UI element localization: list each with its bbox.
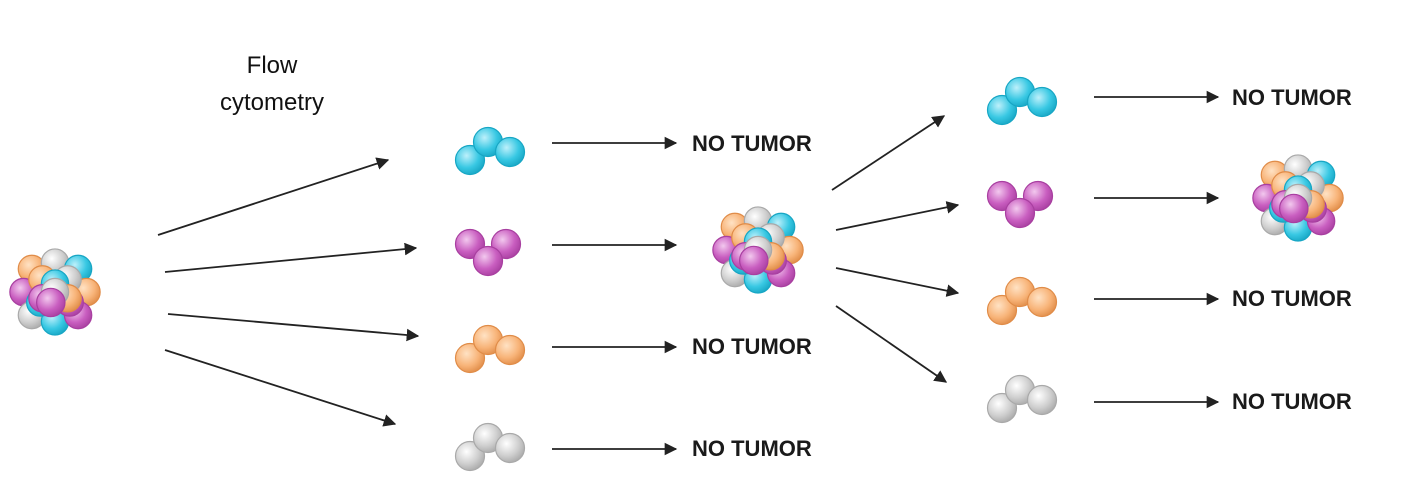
orange-cell-group-2 bbox=[1026, 286, 1058, 318]
cell-layer bbox=[9, 76, 1344, 472]
arrow-to-orange bbox=[167, 313, 420, 342]
cyan-cell-group bbox=[494, 136, 526, 168]
arrow-to-cyan bbox=[157, 157, 390, 236]
no-tumor-label-gray-2: NO TUMOR bbox=[1232, 389, 1352, 414]
outcome-arrows-round2 bbox=[1094, 90, 1220, 409]
arrow2-to-orange bbox=[835, 267, 960, 297]
gray-cell-group-2 bbox=[1026, 384, 1058, 416]
method-label-line2: cytometry bbox=[220, 89, 324, 116]
tertiary-tumor bbox=[1279, 193, 1309, 224]
arrow2-to-purple bbox=[835, 201, 960, 231]
sorting-arrows-round2 bbox=[831, 115, 960, 383]
no-tumor-label-cyan-1: NO TUMOR bbox=[692, 131, 812, 156]
sorting-arrows-round1 bbox=[157, 157, 420, 427]
orange-cell-group bbox=[494, 334, 526, 366]
no-tumor-label-orange-1: NO TUMOR bbox=[692, 334, 812, 359]
arrow-to-gray bbox=[164, 349, 397, 427]
method-label-line1: Flow bbox=[247, 52, 298, 79]
purple-cell-group bbox=[472, 245, 504, 277]
no-tumor-label-orange-2: NO TUMOR bbox=[1232, 286, 1352, 311]
no-tumor-label-cyan-2: NO TUMOR bbox=[1232, 85, 1352, 110]
no-tumor-label-gray-1: NO TUMOR bbox=[692, 436, 812, 461]
arrow-to-purple bbox=[164, 242, 418, 273]
arrow2-to-gray bbox=[835, 305, 948, 383]
initial-tumor bbox=[36, 287, 66, 318]
gray-cell-group bbox=[494, 432, 526, 464]
secondary-tumor bbox=[739, 245, 769, 276]
arrow2-to-cyan bbox=[831, 115, 946, 191]
gray-cell-group bbox=[454, 440, 486, 472]
outcome-arrows-round1 bbox=[552, 136, 678, 456]
orange-cell-group-2 bbox=[986, 294, 1018, 326]
purple-cell-group-2 bbox=[1004, 197, 1036, 229]
cyan-cell-group-2 bbox=[1026, 86, 1058, 118]
cyan-cell-group bbox=[454, 144, 486, 176]
gray-cell-group-2 bbox=[986, 392, 1018, 424]
orange-cell-group bbox=[454, 342, 486, 374]
cyan-cell-group-2 bbox=[986, 94, 1018, 126]
